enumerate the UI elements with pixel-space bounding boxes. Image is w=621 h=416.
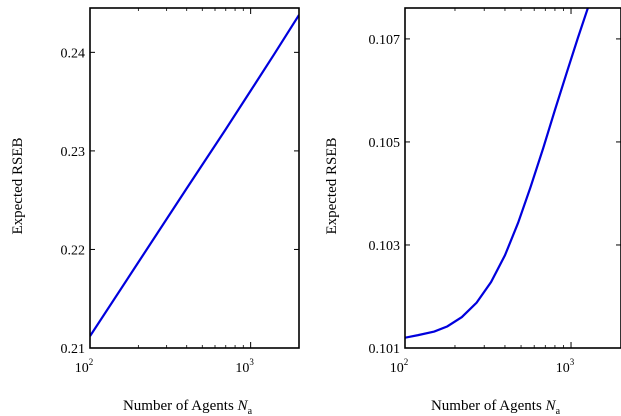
- y-tick-label: 0.101: [369, 342, 401, 357]
- y-tick-label: 0.24: [61, 46, 86, 61]
- x-tick-label: 102: [390, 357, 409, 376]
- chart-panel-2: 0.101 0.103 0.105 0.107 102 103 Number of Agen…: [324, 7, 621, 416]
- series-line: [90, 14, 299, 337]
- x-tick-label: 103: [235, 357, 254, 376]
- x-tick-label: 103: [556, 357, 575, 376]
- x-axis-label: Number of Agents Na: [123, 398, 253, 416]
- y-tick-label: 0.23: [61, 145, 86, 160]
- y-tick-label: 0.107: [369, 33, 401, 48]
- series-line: [405, 8, 590, 339]
- y-tick-label: 0.22: [61, 243, 86, 258]
- x-tick-label: 102: [75, 357, 94, 376]
- y-tick-label: 0.103: [369, 239, 401, 254]
- y-tick-label: 0.21: [61, 342, 86, 357]
- y-tick-label: 0.105: [369, 136, 401, 151]
- x-axis-label: Number of Agents Na: [431, 398, 561, 416]
- y-axis-label: Expected RSEB: [324, 137, 340, 234]
- plot-frame: [89, 7, 300, 349]
- plot-frame: [404, 7, 621, 349]
- chart-panel-1: 0.21 0.22 0.23 0.24 102 103 Number of Agents N…: [10, 7, 300, 416]
- y-axis-label: Expected RSEB: [10, 137, 26, 234]
